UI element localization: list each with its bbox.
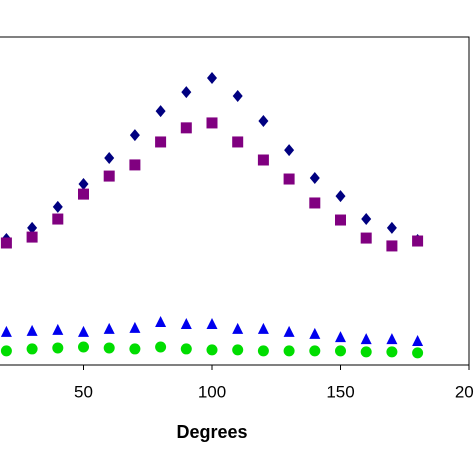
diamond-point xyxy=(258,114,269,127)
diamond-point xyxy=(207,72,217,84)
circle-point xyxy=(103,342,115,354)
triangle-point xyxy=(26,324,38,336)
triangle-point xyxy=(386,333,398,345)
square-point xyxy=(180,122,192,134)
square-point xyxy=(335,214,346,226)
triangle-point xyxy=(335,331,346,343)
diamond-point xyxy=(232,90,243,103)
diamond-point xyxy=(361,213,372,226)
diamond-point xyxy=(335,190,346,203)
square-point xyxy=(103,170,115,182)
circle-point xyxy=(78,341,89,353)
diamond-point xyxy=(309,172,320,185)
square-point xyxy=(412,235,424,247)
x-axis-label: Degrees xyxy=(176,422,247,442)
x-tick-label: 50 xyxy=(74,382,93,401)
square-point xyxy=(232,136,244,148)
triangle-point xyxy=(155,316,167,328)
x-tick-label: 100 xyxy=(198,382,226,401)
diamond-point xyxy=(284,144,295,157)
square-point xyxy=(26,231,38,243)
square-point xyxy=(129,159,141,171)
plot-frame xyxy=(0,36,470,366)
square-point xyxy=(360,232,372,244)
circle-point xyxy=(412,347,424,359)
square-point xyxy=(309,197,321,209)
triangle-point xyxy=(0,325,12,337)
circle-point xyxy=(283,345,295,357)
square-point xyxy=(52,213,64,225)
triangle-point xyxy=(103,322,115,334)
circle-point xyxy=(232,344,244,356)
triangle-point xyxy=(309,327,321,339)
circle-point xyxy=(0,345,12,357)
triangle-point xyxy=(232,322,244,334)
square-point xyxy=(0,237,12,249)
circle-point xyxy=(129,343,141,355)
square-point xyxy=(206,117,218,129)
diamond-point xyxy=(155,105,166,118)
circle-point xyxy=(206,344,218,356)
x-tick-label: 200 xyxy=(455,382,474,401)
triangle-point xyxy=(52,323,64,335)
x-tick-label: 150 xyxy=(326,382,354,401)
circle-point xyxy=(180,343,192,355)
triangle-point xyxy=(206,318,218,329)
circle-point xyxy=(155,341,167,353)
diamond-point xyxy=(386,221,397,234)
circle-point xyxy=(257,345,269,357)
circle-point xyxy=(335,345,346,357)
diamond-point xyxy=(78,177,89,190)
triangle-point xyxy=(283,325,295,337)
square-point xyxy=(257,154,269,166)
triangle-point xyxy=(129,321,141,333)
triangle-point xyxy=(180,318,192,329)
circle-point xyxy=(386,346,398,358)
circle-point xyxy=(26,343,38,355)
triangle-point xyxy=(412,335,424,347)
square-point xyxy=(386,240,398,252)
triangle-point xyxy=(360,333,372,345)
square-point xyxy=(155,136,167,148)
diamond-point xyxy=(181,86,192,99)
circle-point xyxy=(309,345,321,357)
square-point xyxy=(78,188,89,200)
diamond-point xyxy=(129,129,140,142)
triangle-point xyxy=(257,322,269,334)
triangle-point xyxy=(78,325,89,337)
square-point xyxy=(283,173,295,185)
diamond-point xyxy=(52,200,63,213)
diamond-point xyxy=(104,152,115,165)
diamond-point xyxy=(27,221,38,234)
circle-point xyxy=(52,342,64,354)
circle-point xyxy=(360,346,372,358)
